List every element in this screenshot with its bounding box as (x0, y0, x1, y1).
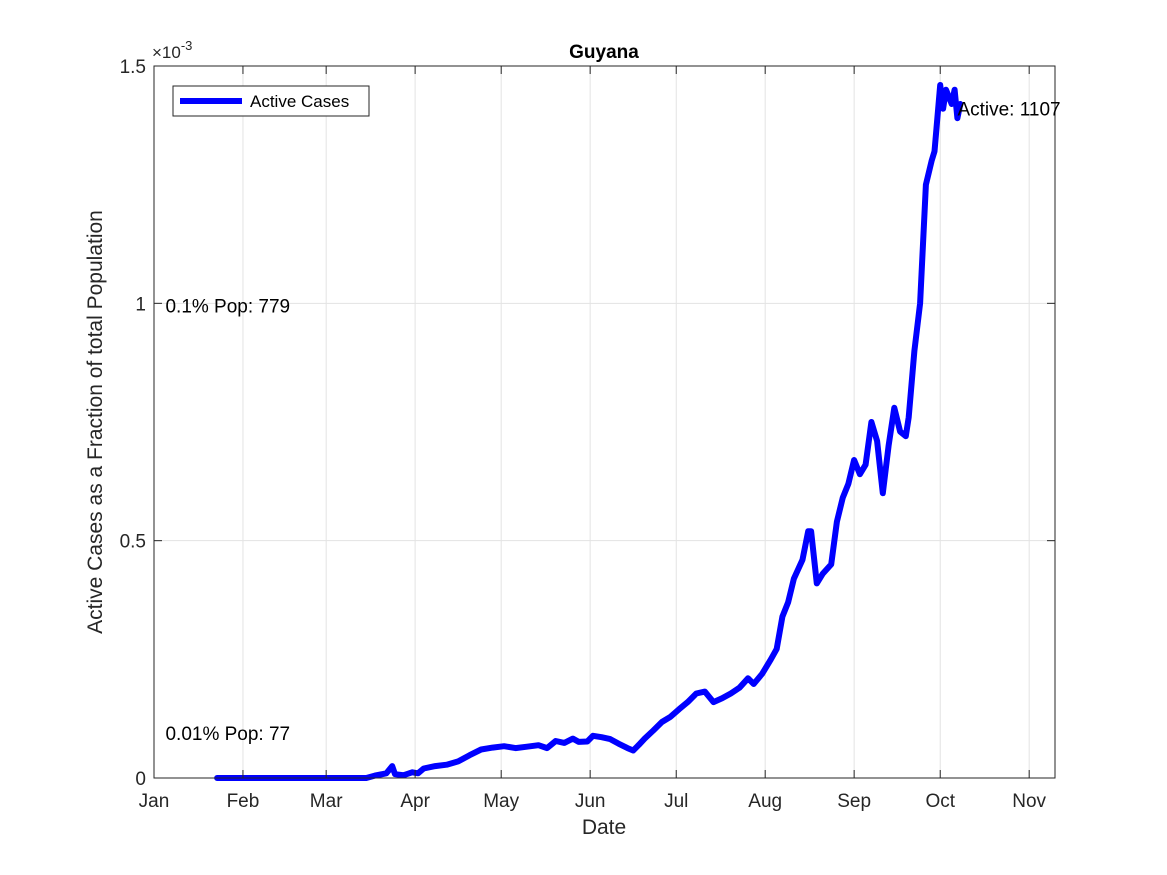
x-tick-label: Feb (227, 791, 260, 812)
x-axis-title: Date (582, 816, 626, 839)
annotation-label: Active: 1107 (957, 100, 1060, 121)
x-tick-label: Mar (310, 791, 343, 812)
x-tick-label: Jul (664, 791, 688, 812)
y-axis-exponent: ×10-3 (152, 38, 192, 62)
series-layer (214, 82, 964, 781)
annotations: 0.1% Pop: 779 0.01% Pop: 77 Active: 1107 (165, 100, 1060, 745)
ticks: Jan Feb Mar Apr May Jun Jul Aug Sep Oct Nov 0 0.5 1 1.… (120, 57, 1055, 812)
x-tick-label: May (483, 791, 519, 812)
annotation-label: 0.01% Pop: 77 (165, 724, 290, 745)
x-tick-label: Nov (1012, 791, 1046, 812)
legend-label-active-cases: Active Cases (250, 92, 349, 111)
x-tick-label: Oct (925, 791, 955, 812)
x-tick-label: Jun (575, 791, 606, 812)
chart-title: Guyana (569, 42, 639, 63)
x-tick-label: Aug (748, 791, 782, 812)
plot-area-frame (153, 65, 1056, 779)
x-tick-label: Sep (837, 791, 871, 812)
annotation-label: 0.1% Pop: 779 (165, 297, 290, 318)
y-tick-label: 1.5 (120, 57, 146, 78)
x-tick-label: Apr (400, 791, 430, 812)
y-tick-label: 0 (135, 769, 146, 790)
y-tick-label: 1 (135, 294, 146, 315)
series-line-active-cases (214, 82, 964, 781)
y-tick-label: 0.5 (120, 532, 146, 553)
y-axis-title: Active Cases as a Fraction of total Popu… (84, 210, 107, 634)
legend: Active Cases (172, 85, 370, 117)
x-tick-label: Jan (139, 791, 170, 812)
